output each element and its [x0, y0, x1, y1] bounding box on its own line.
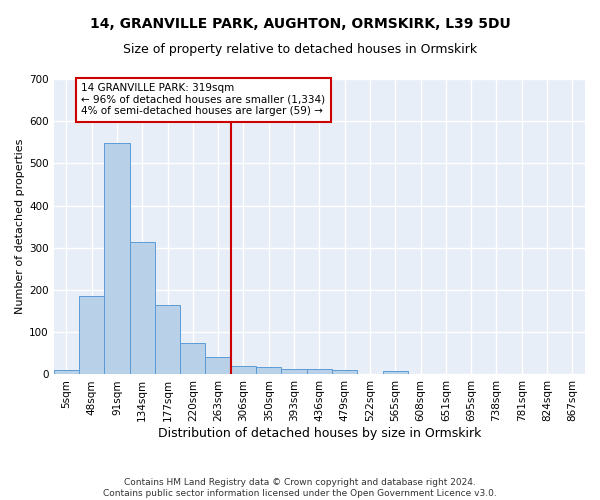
Bar: [155, 305, 180, 374]
Bar: [53, 370, 79, 374]
Bar: [104, 143, 130, 374]
Bar: [130, 242, 155, 374]
Y-axis label: Number of detached properties: Number of detached properties: [15, 139, 25, 314]
Bar: [281, 368, 307, 374]
Text: 14 GRANVILLE PARK: 319sqm
← 96% of detached houses are smaller (1,334)
4% of sem: 14 GRANVILLE PARK: 319sqm ← 96% of detac…: [82, 83, 326, 116]
Bar: [256, 367, 281, 374]
Bar: [307, 370, 332, 374]
Bar: [180, 343, 205, 374]
Bar: [205, 356, 231, 374]
Bar: [383, 371, 408, 374]
Bar: [79, 296, 104, 374]
Text: Size of property relative to detached houses in Ormskirk: Size of property relative to detached ho…: [123, 42, 477, 56]
Bar: [231, 366, 256, 374]
X-axis label: Distribution of detached houses by size in Ormskirk: Distribution of detached houses by size …: [158, 427, 481, 440]
Bar: [332, 370, 357, 374]
Text: 14, GRANVILLE PARK, AUGHTON, ORMSKIRK, L39 5DU: 14, GRANVILLE PARK, AUGHTON, ORMSKIRK, L…: [89, 18, 511, 32]
Text: Contains HM Land Registry data © Crown copyright and database right 2024.
Contai: Contains HM Land Registry data © Crown c…: [103, 478, 497, 498]
